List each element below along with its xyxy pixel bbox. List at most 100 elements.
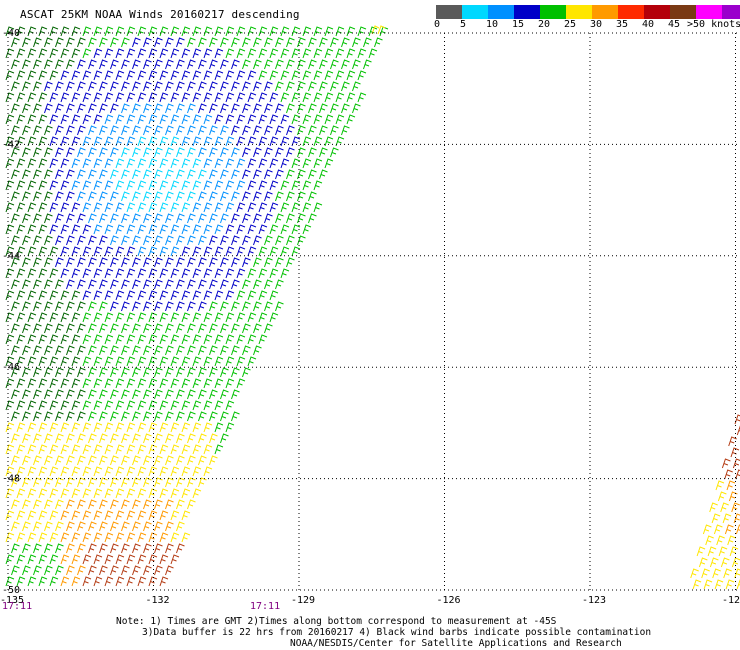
wind-barb [258,114,268,125]
wind-barb [121,103,130,114]
wind-barb [242,345,251,356]
wind-barb [55,565,64,576]
wind-barb [253,125,262,136]
wind-barb [736,579,740,590]
wind-barb [77,169,86,180]
wind-barb [60,114,70,125]
wind-barb [38,180,48,191]
wind-barb [60,26,70,37]
wind-barb [148,114,158,125]
wind-barb [137,400,147,411]
wind-barb [165,455,174,466]
wind-barb [231,323,240,334]
wind-barb [302,26,312,37]
wind-barb [33,279,42,290]
wind-barb [5,422,15,433]
wind-barb [236,224,246,235]
wind-barb [165,279,174,290]
wind-barb [126,268,136,279]
wind-barb [88,411,97,422]
wind-barb [82,26,92,37]
wind-barb [77,499,86,510]
wind-barb [110,125,119,136]
wind-barb [66,235,75,246]
wind-barb [236,290,246,301]
wind-barb [302,224,312,235]
wind-barb [88,103,97,114]
wind-barb [38,290,48,301]
colorbar-label-max: >50 knots [687,19,740,30]
wind-barb [60,510,70,521]
wind-barb [148,158,158,169]
wind-barb [187,81,196,92]
wind-barb [198,257,207,268]
wind-barb [44,301,53,312]
wind-barb [198,147,207,158]
wind-barb [55,521,64,532]
wind-barb [203,378,213,389]
wind-barb [717,491,727,502]
wind-barb-map[interactable]: -40 -42 -44 -46 -48 -50-135 -132 -129 -126 -123 -1… [0,0,740,612]
wind-barb [308,213,317,224]
wind-barb [275,147,284,158]
wind-barb [11,37,20,48]
wind-barb [242,147,251,158]
wind-barb [236,202,246,213]
wind-barb [137,48,147,59]
wind-barb [165,389,174,400]
wind-barb [115,268,125,279]
wind-barb [55,323,64,334]
wind-barb [88,191,97,202]
wind-barb [170,202,180,213]
wind-barb [44,125,53,136]
wind-barb [176,543,185,554]
wind-barb [198,191,207,202]
wind-barb [110,59,119,70]
wind-barb [115,422,125,433]
wind-barb [66,543,75,554]
wind-barb [5,48,15,59]
wind-barb [104,48,114,59]
wind-barb [27,576,37,587]
wind-barb [313,26,323,37]
wind-barb [703,579,713,590]
wind-barb [99,147,108,158]
wind-barb [110,455,119,466]
wind-barb [60,70,70,81]
wind-barb [11,499,20,510]
wind-barb [137,576,147,587]
wind-barb [214,246,224,257]
wind-barb [242,323,251,334]
wind-barb [242,279,251,290]
wind-barb [698,557,708,568]
wind-barb [154,191,163,202]
wind-barb [110,301,119,312]
wind-barb [225,48,235,59]
wind-barb [357,26,367,37]
wind-barb [275,191,284,202]
wind-barb [77,103,86,114]
wind-barb [121,367,130,378]
colorbar-label: 15 [512,19,525,30]
wind-barb [319,147,328,158]
wind-barb [115,444,125,455]
wind-barb [16,136,26,147]
wind-barb [716,535,725,546]
wind-barb [707,546,717,557]
wind-barb [159,136,169,147]
wind-barb [115,400,125,411]
wind-barb [192,246,202,257]
wind-barb [22,433,31,444]
wind-barb [198,455,207,466]
wind-barb [728,436,737,447]
wind-barb [126,92,136,103]
wind-barb [176,433,185,444]
wind-barb [253,169,262,180]
wind-barb [214,312,224,323]
wind-barb [11,257,20,268]
wind-barb [170,158,180,169]
wind-barb [264,235,273,246]
wind-barb [192,136,202,147]
wind-barb [181,334,191,345]
wind-barb [55,279,64,290]
